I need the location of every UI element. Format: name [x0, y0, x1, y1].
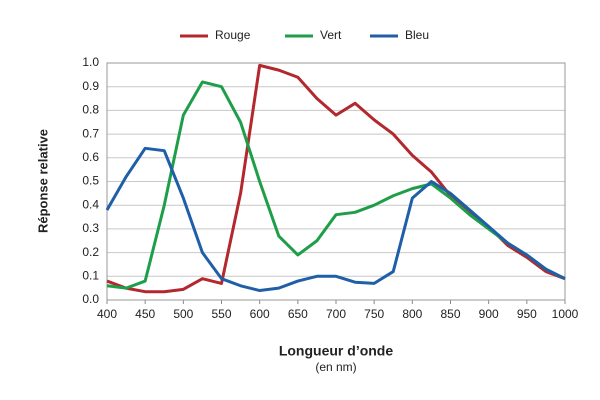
x-tick-label: 1000	[552, 307, 579, 321]
legend-label: Rouge	[215, 28, 251, 42]
x-tick-label: 500	[173, 307, 193, 321]
x-tick-label: 750	[364, 307, 384, 321]
y-tick-label: 0.7	[82, 126, 99, 140]
y-tick-label: 0.9	[82, 79, 99, 93]
y-tick-label: 0.4	[82, 197, 99, 211]
legend-label: Bleu	[405, 28, 429, 42]
x-axis-unit: (en nm)	[315, 360, 356, 374]
legend-label: Vert	[320, 28, 342, 42]
y-tick-label: 0.2	[82, 245, 99, 259]
y-tick-label: 1.0	[82, 55, 99, 69]
x-tick-label: 850	[440, 307, 460, 321]
x-tick-label: 900	[479, 307, 499, 321]
y-tick-label: 0.1	[82, 268, 99, 282]
x-tick-label: 450	[135, 307, 155, 321]
line-series	[106, 80, 566, 290]
x-tick-label: 550	[211, 307, 231, 321]
y-tick-label: 0.6	[82, 150, 99, 164]
y-tick-label: 0.0	[82, 292, 99, 306]
x-tick-label: 650	[288, 307, 308, 321]
x-tick-label: 700	[326, 307, 346, 321]
line-series	[105, 146, 566, 293]
y-tick-label: 0.8	[82, 103, 99, 117]
x-tick-label: 800	[402, 307, 422, 321]
y-axis-title: Réponse relative	[35, 129, 50, 233]
x-tick-label: 400	[97, 307, 117, 321]
plot-frame	[106, 62, 566, 301]
y-tick-label: 0.5	[82, 174, 99, 188]
x-tick-label: 950	[517, 307, 537, 321]
x-tick-label: 600	[250, 307, 270, 321]
x-axis-title: Longueur d’onde	[279, 343, 394, 359]
y-tick-label: 0.3	[82, 221, 99, 235]
